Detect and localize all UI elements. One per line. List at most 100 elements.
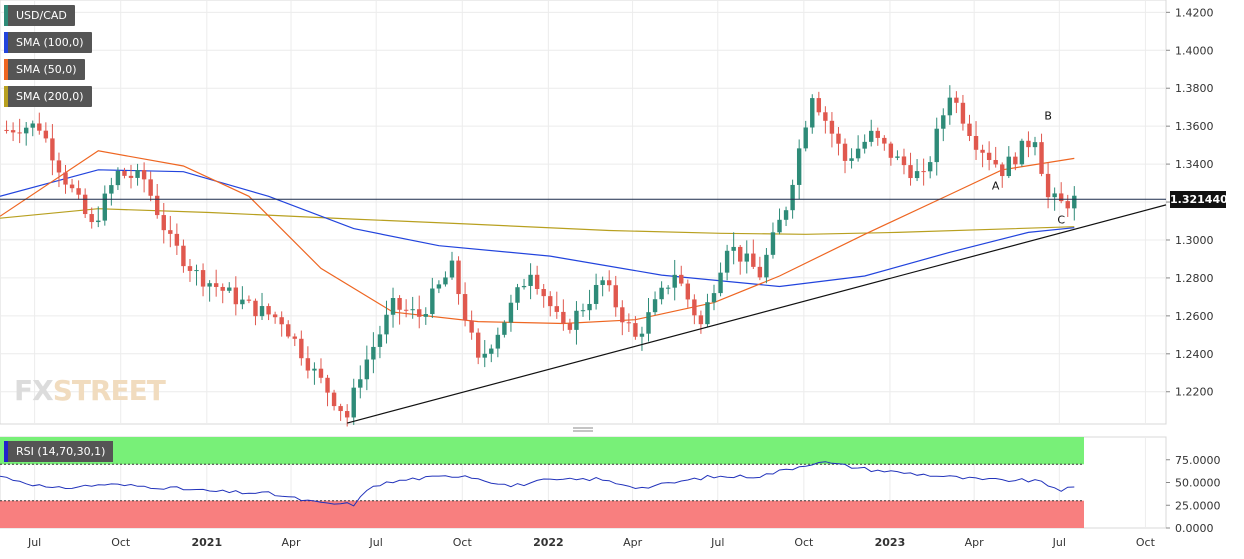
candle-body — [194, 270, 199, 272]
candle-body — [299, 338, 304, 359]
candle-down — [187, 259, 193, 282]
candle-up — [384, 300, 389, 344]
candle-up — [102, 185, 108, 226]
candle-body — [770, 232, 776, 255]
candle-up — [109, 177, 114, 206]
candle-up — [731, 232, 736, 265]
candle-body — [233, 287, 239, 305]
candle-body — [155, 195, 160, 216]
candle-down — [233, 276, 239, 316]
candle-up — [436, 280, 442, 294]
candle-body — [823, 112, 828, 121]
candle-up — [1032, 136, 1038, 156]
candle-body — [960, 102, 966, 124]
candle-up — [240, 286, 245, 310]
candle-body — [895, 156, 900, 158]
candle-body — [993, 160, 998, 165]
candle-body — [620, 307, 625, 323]
candle-up — [941, 108, 946, 142]
candle-up — [770, 222, 776, 259]
candle-body — [633, 323, 638, 337]
candle-up — [593, 273, 599, 310]
legend-sma100[interactable]: SMA (100,0) — [4, 32, 92, 53]
candle-body — [921, 171, 926, 173]
candle-down — [973, 121, 979, 160]
candle-up — [711, 284, 717, 311]
candle-up — [796, 139, 802, 200]
candle-body — [63, 172, 68, 185]
candle-down — [751, 239, 756, 270]
sma200-line — [0, 208, 1075, 235]
candle-body — [554, 306, 559, 312]
rsi-line — [0, 461, 1075, 507]
candle-up — [724, 244, 730, 281]
candle-body — [600, 280, 605, 285]
candle-down — [82, 188, 88, 218]
candle-body — [718, 272, 723, 294]
legend-sma200[interactable]: SMA (200,0) — [4, 86, 92, 107]
candle-down — [986, 141, 992, 171]
candle-down — [679, 265, 684, 287]
x-tick-label: Oct — [453, 536, 473, 549]
candle-up — [312, 362, 317, 385]
candle-up — [783, 206, 789, 227]
rsi-tick-label: 50.0000 — [1175, 477, 1221, 490]
candle-body — [724, 250, 730, 273]
candle-down — [155, 184, 160, 219]
candle-body — [927, 162, 933, 172]
candle-up — [423, 307, 428, 325]
legend-sma50[interactable]: SMA (50,0) — [4, 59, 85, 80]
rsi-tick-label: 25.0000 — [1175, 499, 1221, 512]
candle-body — [279, 317, 284, 325]
candle-body — [338, 406, 343, 412]
candle-body — [849, 158, 854, 161]
candle-up — [390, 287, 396, 328]
candle-down — [403, 299, 409, 318]
legend-symbol[interactable]: USD/CAD — [4, 5, 75, 26]
candle-body — [607, 280, 612, 286]
candle-body — [790, 184, 795, 211]
x-tick-label: Jul — [710, 536, 724, 549]
y-tick-label: 1.2800 — [1175, 272, 1214, 285]
candle-body — [882, 137, 887, 144]
candle-body — [692, 299, 697, 316]
candle-up — [652, 291, 658, 316]
x-tick-label: Jul — [369, 536, 383, 549]
candle-down — [181, 239, 186, 273]
candle-body — [1013, 156, 1018, 165]
candle-body — [69, 184, 75, 189]
candle-body — [56, 160, 62, 173]
candle-body — [855, 148, 861, 159]
candle-body — [744, 253, 749, 262]
candle-body — [836, 133, 841, 144]
rsi-layer — [0, 437, 1084, 528]
candle-body — [796, 148, 802, 185]
candle-body — [757, 266, 763, 278]
candle-body — [698, 315, 704, 325]
candle-up — [672, 259, 677, 301]
candle-down — [266, 303, 271, 321]
legend-rsi[interactable]: RSI (14,70,30,1) — [4, 441, 114, 462]
candle-body — [672, 274, 677, 288]
candle-down — [200, 263, 206, 297]
candle-body — [489, 348, 494, 354]
candle-body — [862, 141, 867, 149]
candle-body — [213, 283, 219, 287]
candle-body — [534, 274, 540, 290]
candle-up — [764, 248, 769, 284]
candle-up — [449, 251, 455, 280]
candle-down — [692, 294, 697, 325]
y-tick-label: 1.3000 — [1175, 234, 1214, 247]
candle-body — [685, 283, 691, 300]
candle-down — [1013, 152, 1018, 171]
candle-body — [1072, 195, 1077, 209]
candle-body — [1058, 193, 1064, 202]
candle-down — [279, 311, 284, 337]
candle-body — [783, 210, 789, 220]
candle-body — [272, 314, 278, 318]
candle-up — [115, 167, 121, 190]
candle-body — [908, 165, 913, 179]
candle-body — [403, 309, 409, 311]
candle-down — [888, 141, 894, 166]
